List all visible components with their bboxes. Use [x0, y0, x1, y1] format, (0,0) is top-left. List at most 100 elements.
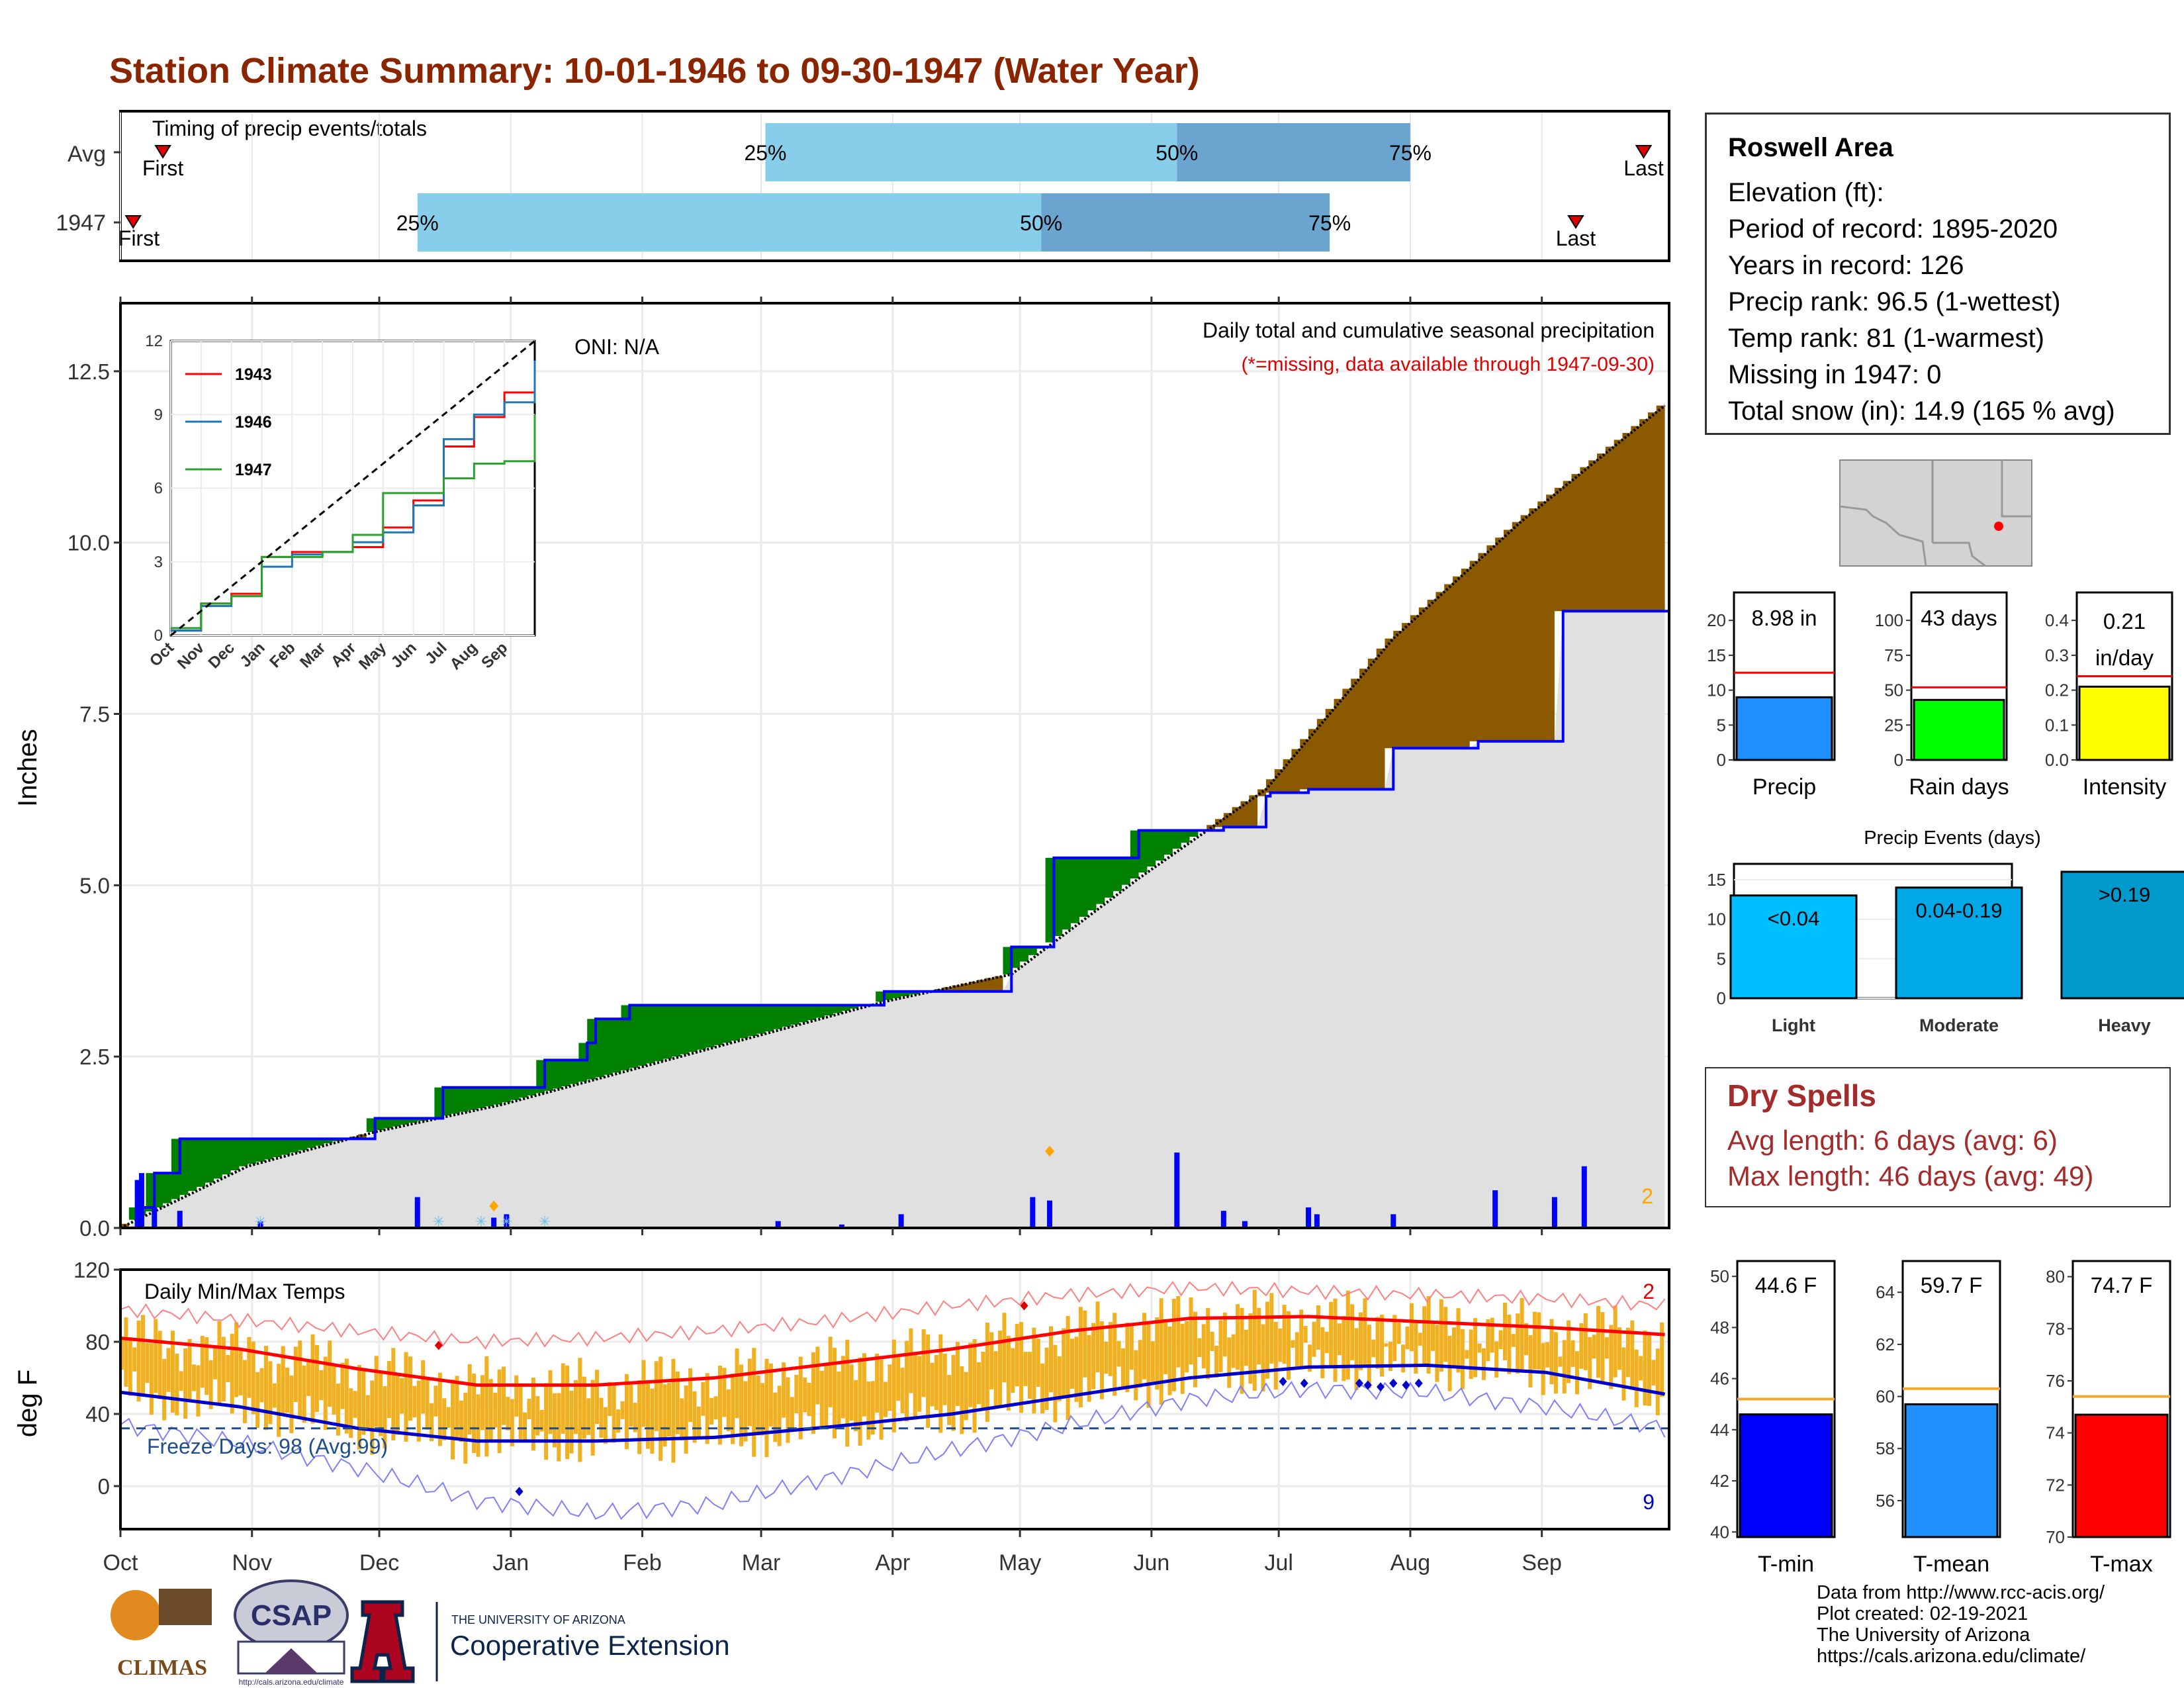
inset-legend-label: 1943	[235, 365, 272, 384]
last-event-label: Last	[1623, 156, 1664, 180]
tmin-summary-tick-label: 46	[1710, 1369, 1729, 1389]
intensity-summary-tick-label: 0.2	[2045, 680, 2069, 700]
observed-cumulative-line	[120, 610, 1669, 1229]
map-border-az	[1839, 505, 1927, 567]
daily-precip-bar	[1551, 1197, 1557, 1228]
ua-logo-line2: Cooperative Extension	[450, 1630, 730, 1661]
inset-y-tick-label: 6	[154, 480, 163, 498]
tmax-summary-tick-label: 78	[2046, 1319, 2065, 1338]
snow-event-icon: ✳	[475, 1213, 487, 1230]
rain-days-summary-tick-label: 75	[1884, 645, 1903, 665]
events-tick-label: 15	[1707, 870, 1726, 890]
footer-line-4: https://cals.arizona.edu/climate/	[1817, 1646, 2086, 1667]
precip-y-tick-label: 10.0	[68, 531, 110, 555]
tmean-summary-tick-label: 64	[1876, 1282, 1895, 1302]
timing-bar-q3	[1041, 193, 1330, 252]
max-daily-marker	[1045, 1145, 1054, 1157]
precip-y-tick-label: 12.5	[68, 359, 110, 384]
record-low-marker	[1279, 1376, 1287, 1386]
timing-row-1947-label: 1947	[56, 211, 106, 236]
rain-days-summary-tick-label: 100	[1875, 610, 1903, 630]
first-event-label: First	[142, 156, 183, 180]
tmax-summary-bar	[2074, 1413, 2169, 1538]
map-border-nm	[1933, 541, 1986, 567]
temp-panel-label: Daily Min/Max Temps	[144, 1280, 345, 1303]
inset-y-tick-label: 9	[154, 406, 163, 424]
climas-logo-text: CLIMAS	[117, 1656, 207, 1680]
snow-event-icon: ✳	[254, 1213, 266, 1230]
record-low-count: 9	[1643, 1490, 1655, 1514]
max-daily-marker	[489, 1200, 499, 1212]
precip-y-tick-label: 2.5	[79, 1045, 110, 1069]
temp-frame	[119, 1268, 1670, 1530]
inset-y-tick-label: 0	[154, 627, 163, 645]
precip-frame	[119, 302, 1670, 1229]
precip-y-tick-label: 7.5	[79, 702, 110, 726]
info-years: Years in record: 126	[1728, 251, 1964, 280]
info-precip-rank: Precip rank: 96.5 (1-wettest)	[1728, 287, 2061, 316]
ua-logo: THE UNIVERSITY OF ARIZONA Cooperative Ex…	[350, 1600, 730, 1683]
timing-p50-label: 50%	[1156, 141, 1198, 165]
snow-event-icon: ✳	[433, 1213, 445, 1230]
page-title: Station Climate Summary: 10-01-1946 to 0…	[109, 51, 1200, 91]
intensity-summary-value-unit: in/day	[2095, 645, 2154, 670]
footer-line-2: Plot created: 02-19-2021	[1817, 1603, 2028, 1624]
intensity-summary-bar	[2078, 685, 2171, 761]
precip-summary-tick-label: 10	[1707, 680, 1726, 700]
summary-bars: 0 5 10 15 20 8.98 in Precip 0 25 50 75 100 43 days Ra…	[1707, 591, 2173, 800]
tmax-summary-tick-label: 74	[2046, 1423, 2065, 1443]
record-high-count: 2	[1643, 1280, 1655, 1303]
record-max-line	[120, 1280, 1666, 1350]
station-info-box: Roswell Area Elevation (ft): Period of r…	[1705, 113, 2171, 435]
daily-precip-bar	[1030, 1197, 1036, 1228]
temp-panel: deg F 0 40 80 120 Daily Min/Max Temps Freeze …	[13, 1258, 1670, 1530]
tmean-summary-value-label: 59.7 F	[1921, 1273, 1983, 1297]
climas-logo-mark	[159, 1589, 212, 1625]
oni-label: ONI: N/A	[574, 335, 660, 359]
precip-y-tick-label: 0.0	[79, 1216, 110, 1241]
csap-url: http://cals.arizona.edu/climate	[239, 1677, 344, 1687]
climas-logo-sun	[111, 1590, 161, 1640]
events-tick-label: 0	[1717, 988, 1726, 1008]
month-tick-label: Sep	[1522, 1550, 1562, 1575]
precip-summary-value-label: 8.98 in	[1751, 606, 1817, 630]
daily-precip-bar	[1581, 1166, 1587, 1228]
tmean-summary-tick-label: 60	[1876, 1387, 1895, 1407]
timing-panel: Timing of precip events/totals Avg 1947 …	[56, 110, 1670, 262]
month-tick-label: Aug	[1390, 1550, 1431, 1575]
footer-credits: Data from http://www.rcc-acis.org/ Plot …	[1817, 1582, 2105, 1667]
info-temp-rank: Temp rank: 81 (1-warmest)	[1728, 324, 2044, 353]
month-tick-label: Jul	[1264, 1550, 1293, 1575]
rain-days-summary-label: Rain days	[1909, 774, 2009, 800]
footer-line-1: Data from http://www.rcc-acis.org/	[1817, 1582, 2105, 1603]
tmean-summary-tick-label: 56	[1876, 1491, 1895, 1511]
daily-precip-bar	[1047, 1200, 1052, 1228]
inset-series-line	[171, 414, 536, 630]
precip-events-chart: Precip Events (days) 0 5 10 15 <0.04 Light 0.04…	[1707, 827, 2184, 1035]
daily-precip-bar	[414, 1197, 420, 1228]
precip-summary-label: Precip	[1752, 774, 1816, 800]
intensity-summary-tick-label: 0.4	[2045, 610, 2069, 630]
precip-event-category-label: Heavy	[2098, 1015, 2151, 1035]
daily-precip-bar	[177, 1211, 183, 1228]
temp-y-tick-label: 40	[85, 1402, 110, 1427]
location-map	[1839, 459, 2032, 567]
temp-y-tick-label: 120	[73, 1258, 110, 1282]
csap-logo: CSAP http://cals.arizona.edu/climate	[234, 1579, 349, 1687]
dry-spells-box: Dry Spells Avg length: 6 days (avg: 6) M…	[1705, 1067, 2171, 1207]
station-name: Roswell Area	[1728, 133, 1893, 162]
timing-bar-q2	[417, 193, 1042, 252]
precip-event-bar	[1729, 894, 1858, 1000]
inset-y-tick-label: 12	[145, 332, 163, 350]
events-tick-label: 5	[1717, 949, 1726, 968]
map-border-tx	[2001, 460, 2032, 518]
tmax-summary-tick-label: 80	[2046, 1267, 2065, 1287]
csap-mountain	[265, 1648, 318, 1673]
precip-event-category-label: Light	[1772, 1015, 1815, 1035]
month-tick-label: Nov	[232, 1550, 272, 1575]
daily-precip-bar	[504, 1214, 510, 1228]
daily-precip-bar	[1314, 1214, 1320, 1228]
daily-precip-bar	[839, 1224, 844, 1228]
temp-y-axis-label: deg F	[13, 1370, 42, 1437]
